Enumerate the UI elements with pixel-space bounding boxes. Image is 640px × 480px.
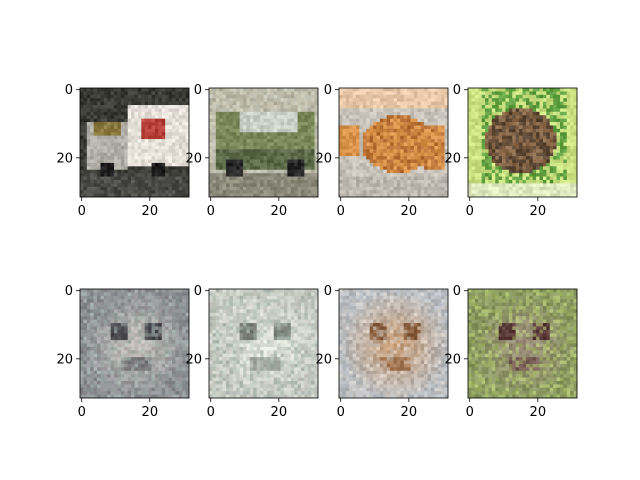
image-panel-1: 0 20 0 20 xyxy=(56,83,190,219)
x-tick-label: 0 xyxy=(337,405,345,420)
x-tick-label: 20 xyxy=(401,204,418,219)
axes-frame xyxy=(208,87,319,198)
y-tick-label: 0 xyxy=(453,83,461,98)
x-tick-label: 20 xyxy=(271,204,288,219)
image-generated-7 xyxy=(339,289,449,399)
axes-frame xyxy=(338,288,449,399)
y-tick-label: 20 xyxy=(56,352,73,367)
image-panel-8: 0 20 0 20 xyxy=(444,284,578,420)
image-panel-4: 0 20 0 20 xyxy=(444,83,578,219)
image-panel-6: 0 20 0 20 xyxy=(185,284,319,420)
axes-frame xyxy=(338,87,449,198)
y-tick-label: 0 xyxy=(324,83,332,98)
axes-frame xyxy=(79,288,190,399)
image-panel-5: 0 20 0 20 xyxy=(56,284,190,420)
axes-frame xyxy=(467,87,578,198)
y-tick-label: 20 xyxy=(185,352,202,367)
image-truck-1 xyxy=(80,88,190,198)
x-tick-label: 0 xyxy=(207,204,215,219)
image-cat-3 xyxy=(339,88,449,198)
x-tick-label: 20 xyxy=(271,405,288,420)
x-tick-label: 0 xyxy=(466,204,474,219)
x-tick-label: 0 xyxy=(466,405,474,420)
x-tick-label: 0 xyxy=(78,204,86,219)
image-generated-8 xyxy=(468,289,578,399)
y-tick-label: 20 xyxy=(444,151,461,166)
image-car-2 xyxy=(209,88,319,198)
y-tick-label: 0 xyxy=(453,284,461,299)
y-tick-label: 20 xyxy=(56,151,73,166)
image-generated-6 xyxy=(209,289,319,399)
axes-frame xyxy=(467,288,578,399)
x-tick-label: 0 xyxy=(207,405,215,420)
y-tick-label: 0 xyxy=(194,284,202,299)
y-tick-label: 20 xyxy=(315,151,332,166)
y-tick-label: 0 xyxy=(324,284,332,299)
image-panel-2: 0 20 0 20 xyxy=(185,83,319,219)
y-tick-label: 0 xyxy=(65,284,73,299)
x-tick-label: 0 xyxy=(78,405,86,420)
y-tick-label: 20 xyxy=(444,352,461,367)
x-tick-label: 20 xyxy=(530,204,547,219)
image-generated-5 xyxy=(80,289,190,399)
image-frog-4 xyxy=(468,88,578,198)
x-tick-label: 20 xyxy=(401,405,418,420)
image-panel-7: 0 20 0 20 xyxy=(315,284,449,420)
y-tick-label: 20 xyxy=(185,151,202,166)
x-tick-label: 20 xyxy=(142,204,159,219)
y-tick-label: 20 xyxy=(315,352,332,367)
y-tick-label: 0 xyxy=(194,83,202,98)
y-tick-label: 0 xyxy=(65,83,73,98)
axes-frame xyxy=(79,87,190,198)
image-panel-3: 0 20 0 20 xyxy=(315,83,449,219)
x-tick-label: 20 xyxy=(530,405,547,420)
x-tick-label: 0 xyxy=(337,204,345,219)
x-tick-label: 20 xyxy=(142,405,159,420)
axes-frame xyxy=(208,288,319,399)
